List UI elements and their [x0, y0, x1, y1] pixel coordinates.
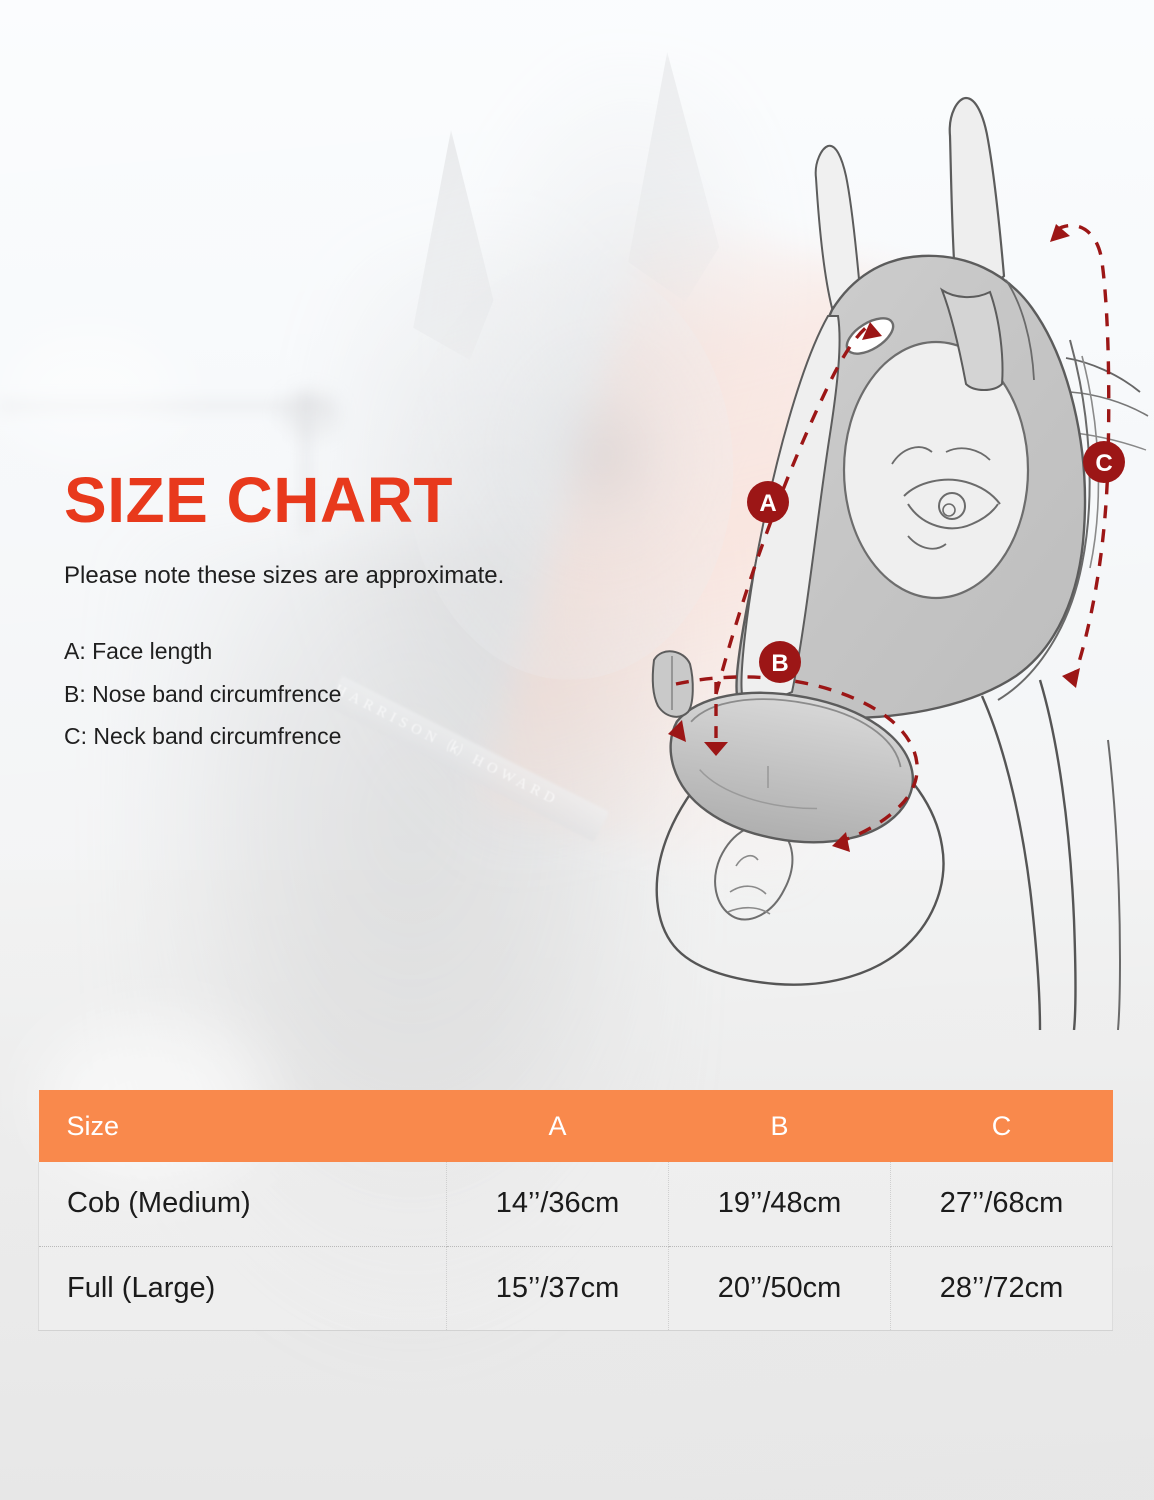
- page-subtitle: Please note these sizes are approximate.: [64, 562, 505, 589]
- svg-text:C: C: [1095, 450, 1112, 477]
- cell-a: 14’’/36cm: [446, 1162, 669, 1247]
- measurement-annotations: [675, 223, 1111, 844]
- svg-text:A: A: [759, 490, 776, 517]
- table-row: Full (Large) 15’’/37cm 20’’/50cm 28’’/72…: [38, 1246, 1113, 1331]
- marker-badge-c: C: [1083, 441, 1125, 483]
- measurement-arrowheads: [668, 224, 1080, 852]
- marker-badge-a: A: [747, 481, 789, 523]
- size-table: Size A B C Cob (Medium) 14’’/36cm 19’’/4…: [38, 1090, 1113, 1331]
- column-header-a: A: [446, 1090, 669, 1162]
- cell-b: 20’’/50cm: [668, 1246, 891, 1331]
- cell-size: Cob (Medium): [38, 1162, 447, 1247]
- column-header-size: Size: [38, 1090, 447, 1162]
- measure-line-b: [675, 675, 919, 844]
- cell-a: 15’’/37cm: [446, 1246, 669, 1331]
- legend-item-b: B: Nose band circumfrence: [64, 680, 342, 707]
- size-table-head: Size A B C: [38, 1090, 1113, 1162]
- column-header-b: B: [668, 1090, 891, 1162]
- measure-line-c: [1055, 223, 1111, 691]
- size-table-body: Cob (Medium) 14’’/36cm 19’’/48cm 27’’/68…: [38, 1162, 1113, 1331]
- table-row: Cob (Medium) 14’’/36cm 19’’/48cm 27’’/68…: [38, 1162, 1113, 1247]
- svg-text:B: B: [771, 650, 788, 677]
- cell-c: 27’’/68cm: [890, 1162, 1113, 1247]
- cell-c: 28’’/72cm: [890, 1246, 1113, 1331]
- marker-badge-b: B: [759, 641, 801, 683]
- measure-line-a: [714, 324, 870, 695]
- cell-size: Full (Large): [38, 1246, 447, 1331]
- legend-item-a: A: Face length: [64, 638, 213, 664]
- table-header-row: Size A B C: [38, 1090, 1113, 1162]
- text-block: SIZE CHART Please note these sizes are a…: [64, 468, 504, 758]
- column-header-c: C: [890, 1090, 1113, 1162]
- fly-mask-illustration: A B C: [570, 40, 1154, 1030]
- measurement-legend: A: Face length B: Nose band circumfrence…: [64, 630, 504, 758]
- fly-mask-body: [651, 254, 1100, 844]
- page-title: SIZE CHART: [64, 464, 453, 536]
- legend-item-c: C: Neck band circumfrence: [64, 723, 342, 750]
- cell-b: 19’’/48cm: [668, 1162, 891, 1247]
- horse-eye-detail: [891, 446, 1001, 550]
